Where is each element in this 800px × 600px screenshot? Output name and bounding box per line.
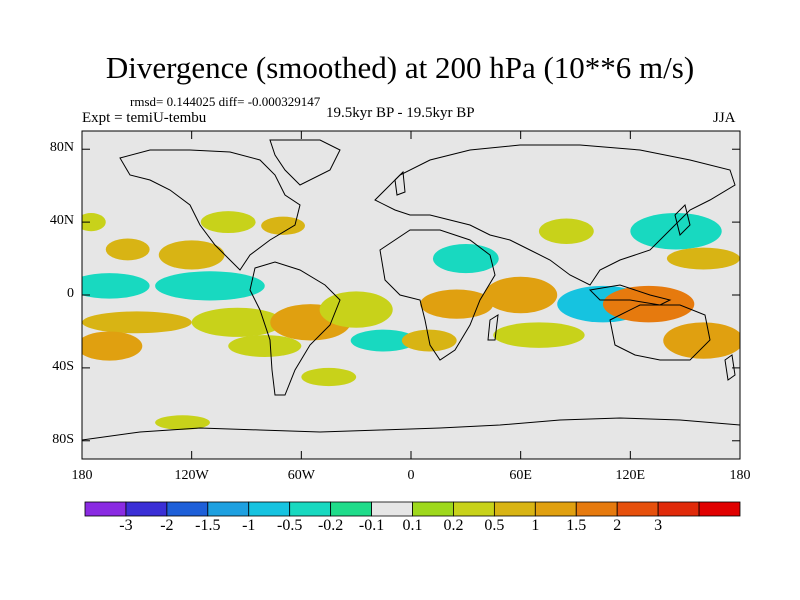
colorbar-label: 3: [654, 517, 663, 534]
y-tick-label: 40N: [49, 213, 74, 229]
field-region-23: [200, 211, 256, 234]
y-tick-label: 0: [67, 286, 74, 301]
colorbar-label: -1: [242, 517, 256, 534]
colorbar-box-6: [330, 501, 372, 517]
plot-title: Divergence (smoothed) at 200 hPa (10**6 …: [105, 50, 695, 85]
colorbar-box-9: [453, 501, 495, 517]
period-label: 19.5kyr BP - 19.5kyr BP: [326, 105, 475, 121]
colorbar-box-11: [534, 501, 577, 517]
stats-line: rmsd= 0.144025 diff= -0.000329147: [130, 94, 321, 109]
field-region-8: [228, 335, 302, 357]
y-tick-label: 40S: [52, 358, 74, 374]
coastlines: [82, 139, 740, 441]
field-region-20: [538, 218, 594, 244]
colorbar-box-15: [698, 501, 741, 517]
field-region-16: [602, 285, 695, 323]
colorbar-box-5: [289, 501, 332, 517]
field-region-26: [82, 213, 106, 232]
divergence-field: [82, 211, 740, 430]
colorbar-box-1: [125, 501, 168, 517]
x-tick-label: 60W: [287, 468, 315, 483]
field-region-21: [432, 243, 499, 274]
colorbar-box-14: [657, 501, 700, 517]
field-region-3: [82, 331, 143, 361]
colorbar-box-8: [412, 501, 454, 517]
field-region-2: [82, 311, 192, 334]
colorbar-label: -1.5: [195, 517, 221, 534]
field-region-9: [319, 291, 393, 328]
x-tick-label: 180: [729, 468, 751, 483]
colorbar-label: 1: [531, 517, 540, 534]
field-region-25: [155, 415, 210, 430]
colorbar-box-12: [575, 501, 618, 517]
y-tick-label: 80S: [52, 431, 74, 447]
colorbar-box-7: [371, 501, 413, 517]
field-region-19: [666, 247, 740, 270]
field-region-22: [301, 367, 357, 387]
colorbar-label: 1.5: [566, 517, 587, 534]
x-tick-label: 180: [71, 468, 93, 483]
experiment-label: Expt = temiU-tembu: [82, 110, 207, 126]
colorbar-box-4: [248, 501, 291, 517]
colorbar-label: -0.5: [277, 517, 303, 534]
colorbar-label: -0.2: [317, 517, 344, 534]
colorbar-label: 0.2: [443, 517, 464, 534]
colorbar-label: -3: [119, 517, 133, 534]
field-region-13: [484, 276, 558, 314]
colorbar-box-2: [166, 501, 209, 517]
field-region-17: [663, 322, 740, 359]
x-tick-label: 0: [407, 468, 415, 483]
colorbar-box-10: [493, 501, 536, 517]
season-label: JJA: [713, 110, 736, 126]
field-region-10: [350, 329, 417, 352]
field-region-24: [261, 216, 305, 235]
colorbar-box-13: [616, 501, 659, 517]
colorbar-label: -2: [160, 517, 174, 534]
axis-ticks: [81, 131, 741, 459]
x-tick-label: 60E: [509, 468, 532, 483]
x-tick-label: 120W: [174, 468, 209, 483]
field-region-6: [191, 307, 284, 337]
colorbar-box-0: [84, 501, 127, 517]
field-region-4: [158, 240, 225, 270]
field-region-0: [105, 238, 150, 261]
field-region-5: [155, 271, 265, 301]
field-region-14: [493, 322, 585, 348]
colorbar-label: 2: [613, 517, 622, 534]
field-region-1: [82, 273, 150, 299]
colorbar-label: 0.5: [484, 517, 505, 534]
field-region-18: [630, 213, 722, 250]
colorbar-label: -0.1: [358, 517, 385, 534]
colorbar-label: 0.1: [402, 517, 423, 534]
colorbar-box-3: [207, 501, 250, 517]
x-tick-label: 120E: [615, 468, 646, 483]
y-tick-label: 80N: [49, 140, 74, 156]
